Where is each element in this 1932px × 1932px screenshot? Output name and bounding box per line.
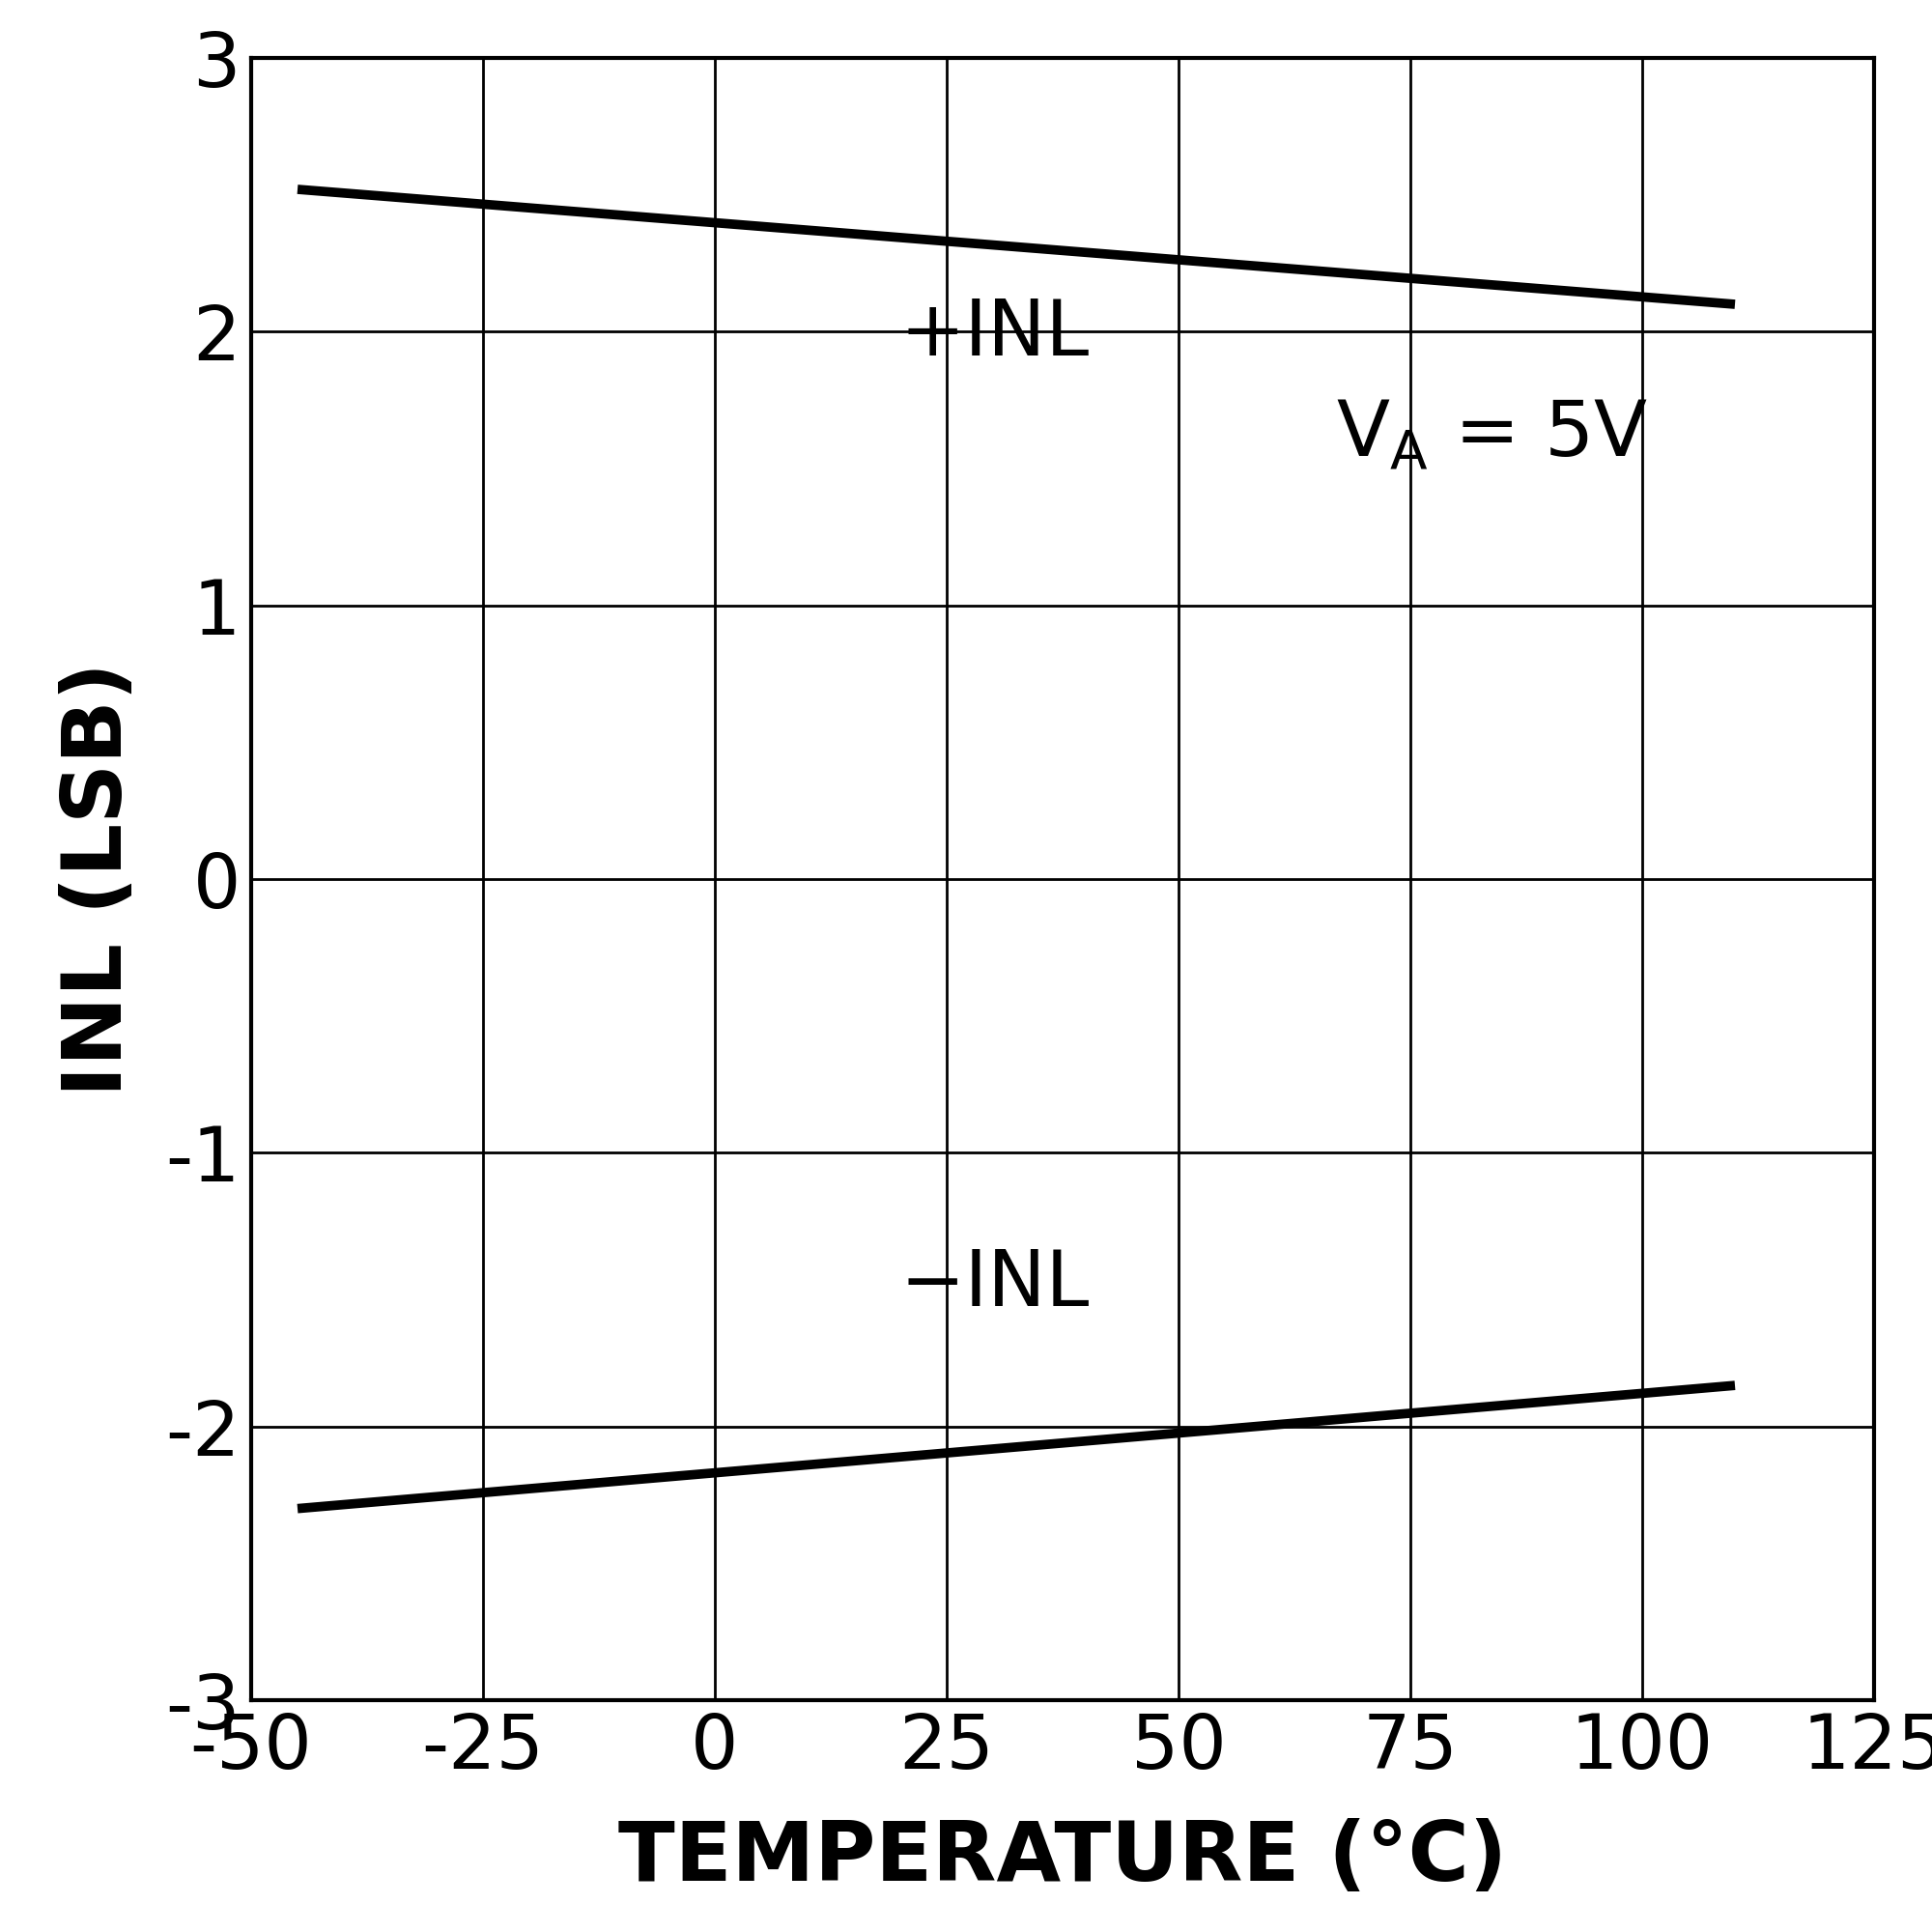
X-axis label: TEMPERATURE (°C): TEMPERATURE (°C) [618, 1818, 1507, 1897]
Text: +INL: +INL [900, 296, 1090, 371]
Y-axis label: INL (LSB): INL (LSB) [58, 663, 139, 1095]
Text: −INL: −INL [900, 1248, 1090, 1321]
Text: $\mathregular{V_A}$ = 5V: $\mathregular{V_A}$ = 5V [1337, 398, 1648, 473]
